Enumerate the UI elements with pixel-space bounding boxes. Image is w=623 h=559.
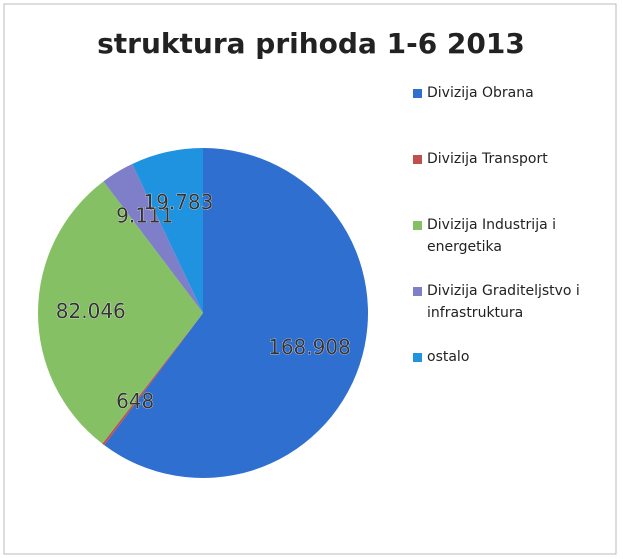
legend-swatch [413,155,422,164]
legend-swatch [413,287,422,296]
legend: Divizija Obrana Divizija Transport Divizij… [413,82,598,412]
legend-item: Divizija Graditeljstvo i infrastruktura [413,280,598,346]
legend-label: Divizija Industrija i energetika [427,217,557,255]
slice [104,148,369,479]
data-label: 9.111 [116,204,173,228]
legend-item: Divizija Transport [413,148,598,214]
pie [38,148,369,479]
slice [103,163,203,313]
legend-label: Divizija Graditeljstvo i infrastruktura [427,283,580,321]
legend-swatch [413,353,422,362]
legend-label: Divizija Obrana [427,85,534,101]
legend-item: Divizija Obrana [413,82,598,148]
slice [132,148,203,313]
legend-swatch [413,89,422,98]
data-label: 168.908 [268,335,351,359]
data-label: 648 [116,389,154,413]
legend-item: Divizija Industrija i energetika [413,214,598,280]
legend-label: Divizija Transport [427,151,548,167]
legend-swatch [413,221,422,230]
data-label: 19.783 [143,190,213,214]
slice [102,313,203,446]
legend-item: ostalo [413,346,598,412]
legend-label: ostalo [427,349,470,365]
chart-title: struktura prihoda 1-6 2013 [97,27,525,60]
slice [38,181,203,444]
data-label: 82.046 [56,299,126,323]
